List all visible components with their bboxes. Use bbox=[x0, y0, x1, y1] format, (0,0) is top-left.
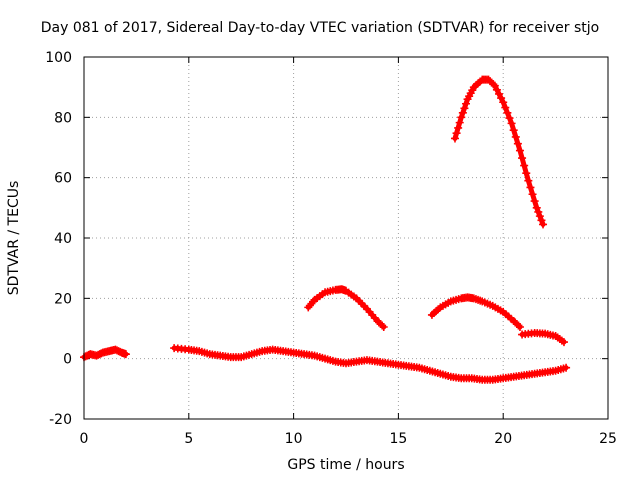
data-point bbox=[513, 139, 522, 148]
data-point bbox=[559, 338, 568, 347]
series-arc-c bbox=[304, 285, 388, 331]
series-arc-d bbox=[427, 293, 524, 331]
x-tick-label: 5 bbox=[184, 431, 193, 447]
data-point bbox=[515, 322, 524, 331]
data-point bbox=[522, 169, 531, 178]
data-point bbox=[495, 89, 504, 98]
series-arc-e bbox=[518, 329, 568, 347]
data-point bbox=[526, 183, 535, 192]
data-point bbox=[455, 118, 464, 127]
data-point bbox=[539, 220, 548, 229]
data-point bbox=[514, 321, 523, 330]
data-point bbox=[501, 103, 510, 112]
data-point bbox=[505, 114, 514, 123]
data-point bbox=[534, 207, 543, 216]
data-point bbox=[499, 98, 508, 107]
data-point bbox=[532, 203, 541, 212]
data-point bbox=[454, 123, 463, 132]
data-point bbox=[452, 129, 461, 138]
data-layer bbox=[80, 75, 571, 384]
data-point bbox=[511, 132, 520, 141]
data-point bbox=[509, 126, 518, 135]
data-point bbox=[515, 146, 524, 155]
data-point bbox=[537, 216, 546, 225]
y-tick-label: 100 bbox=[45, 50, 72, 66]
y-tick-label: 40 bbox=[54, 231, 72, 247]
plot-frame bbox=[83, 56, 609, 420]
y-tick-label: 60 bbox=[54, 171, 72, 187]
x-axis-label: GPS time / hours bbox=[287, 457, 405, 473]
grid-layer bbox=[84, 57, 608, 419]
data-point bbox=[460, 104, 469, 113]
data-point bbox=[528, 190, 537, 199]
data-point bbox=[457, 113, 466, 122]
data-point bbox=[458, 108, 467, 117]
data-point bbox=[489, 80, 498, 89]
data-point bbox=[520, 161, 529, 170]
series-arc-b bbox=[170, 344, 571, 384]
y-tick-label: 0 bbox=[63, 352, 72, 368]
data-point bbox=[507, 119, 516, 128]
data-point bbox=[497, 94, 506, 103]
data-point bbox=[562, 363, 571, 372]
data-point bbox=[518, 154, 527, 163]
data-point bbox=[530, 197, 539, 206]
x-tick-label: 0 bbox=[80, 431, 89, 447]
data-point bbox=[524, 176, 533, 185]
chart-title: Day 081 of 2017, Sidereal Day-to-day VTE… bbox=[40, 20, 600, 36]
x-tick-label: 10 bbox=[285, 431, 303, 447]
y-tick-label: 20 bbox=[54, 291, 72, 307]
data-point bbox=[121, 350, 130, 359]
x-tick-label: 15 bbox=[389, 431, 407, 447]
data-point bbox=[379, 322, 388, 331]
series-arc-f bbox=[450, 75, 548, 229]
tick-layer: 0 5 10 15 20 25 -20 0 20 40 60 80 100 bbox=[45, 50, 617, 447]
data-point bbox=[378, 321, 387, 330]
data-point bbox=[503, 108, 512, 117]
data-point bbox=[535, 212, 544, 221]
data-point bbox=[450, 134, 459, 143]
data-point bbox=[490, 81, 499, 90]
data-point bbox=[492, 85, 501, 94]
data-point bbox=[461, 99, 470, 108]
x-tick-label: 20 bbox=[494, 431, 512, 447]
y-tick-label: -20 bbox=[49, 412, 72, 428]
x-tick-label: 25 bbox=[599, 431, 617, 447]
y-tick-label: 80 bbox=[54, 110, 72, 126]
